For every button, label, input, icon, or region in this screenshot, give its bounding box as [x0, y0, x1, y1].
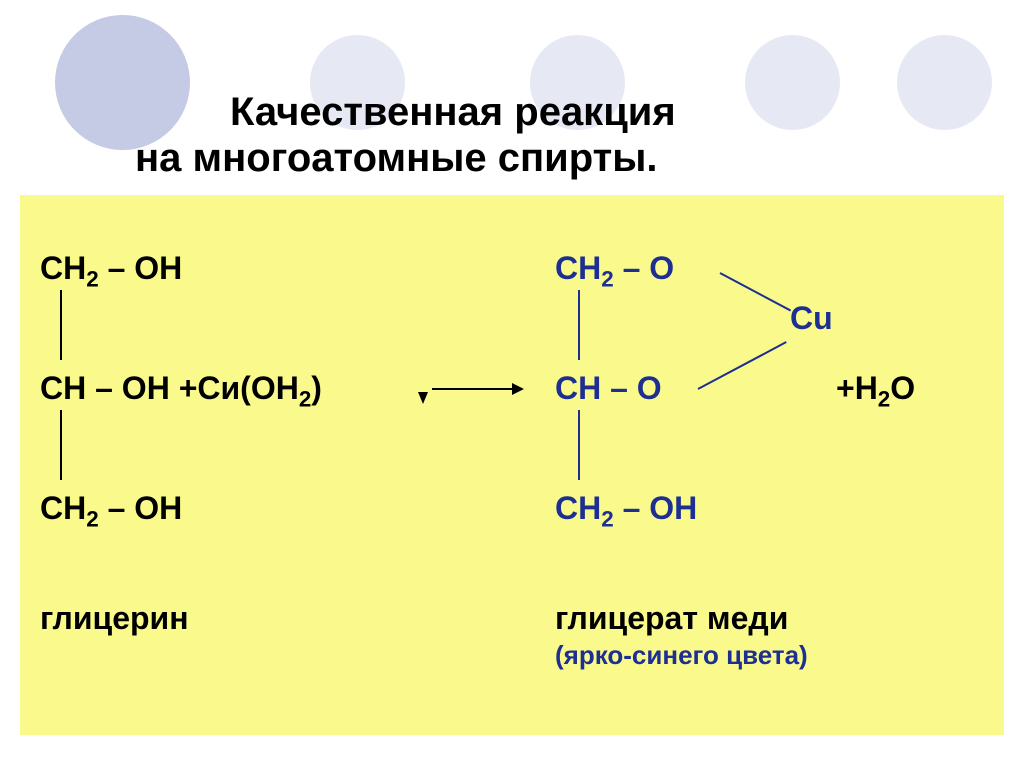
title-line-2: на многоатомные спирты. [135, 136, 658, 181]
decor-circle [55, 15, 190, 150]
precipitate-arrow-icon [418, 392, 428, 404]
product-row1: CH2 – O [555, 250, 674, 292]
product-note: (ярко-синего цвета) [555, 640, 808, 671]
product-label: глицерат меди [555, 600, 788, 637]
reactant-row3: CH2 – OH [40, 490, 182, 532]
reactant-row2a: CH – [40, 370, 113, 406]
product-bond-1 [578, 290, 580, 360]
reaction-arrow-icon [432, 388, 522, 390]
product-row3: CH2 – OH [555, 490, 697, 532]
decor-circle [897, 35, 992, 130]
reactant-row2b: OH +Cи(OH2) [113, 370, 322, 406]
reactant-label: глицерин [40, 600, 189, 637]
reactant-bond-2 [60, 410, 62, 480]
decor-circle [745, 35, 840, 130]
product-plus-h2o: +H2O [836, 370, 915, 412]
reactant-bond-1 [60, 290, 62, 360]
title-line-1: Качественная реакция [230, 90, 676, 135]
product-cu-label: Cu [790, 300, 833, 337]
product-row2: CH – O [555, 370, 662, 407]
reactant-row2: CH – OH +Cи(OH2) [40, 370, 322, 412]
reactant-row1: CH2 – OH [40, 250, 182, 292]
product-bond-2 [578, 410, 580, 480]
diagram-canvas: Качественная реакция на многоатомные спи… [0, 0, 1024, 768]
